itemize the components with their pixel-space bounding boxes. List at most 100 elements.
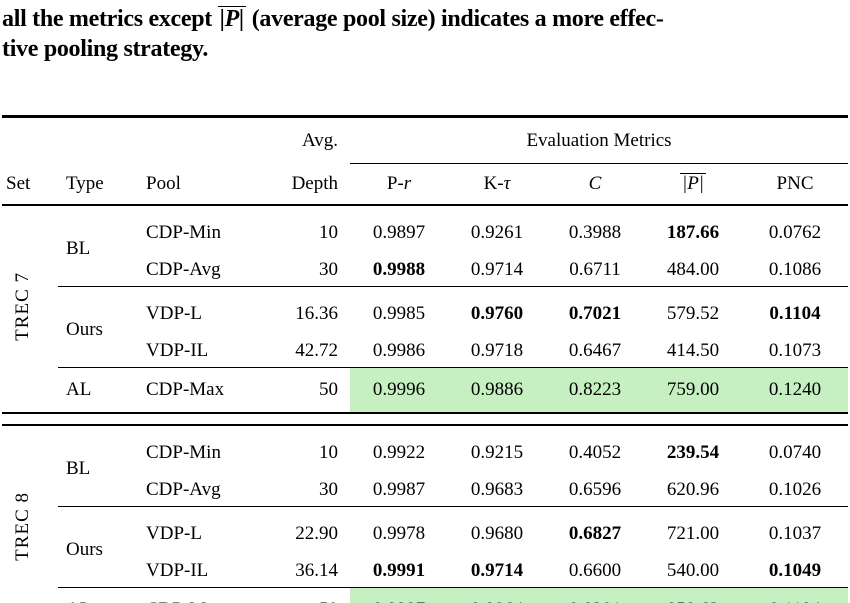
metric-cell: 0.6467 [568, 340, 622, 361]
metric-cell-highlighted: 0.9864 [448, 587, 546, 603]
caption-text-line2: tive pooling strategy. [2, 36, 209, 62]
metric-cell: 0.6711 [569, 259, 621, 280]
type-cell: BL [66, 458, 91, 479]
metric-cell: 0.9897 [372, 222, 426, 243]
table-row: CDP-Avg 30 0.9988 0.9714 0.6711 484.00 0… [2, 254, 848, 287]
pool-size-symbol: |P| [679, 173, 707, 194]
table-row: AL CDP-Max 50 0.9996 0.9886 0.8223 759.0… [2, 367, 849, 413]
table-row: Ours VDP-L 22.90 0.9978 0.9680 0.6827 72… [2, 506, 849, 588]
metric-cell: 0.3988 [568, 222, 622, 243]
metric-cell: 0.9978 [350, 506, 448, 555]
set-label-trec7: TREC 7 [12, 271, 33, 341]
table-row: CDP-Avg 30 0.9987 0.9683 0.6596 620.96 0… [2, 474, 848, 507]
ktau-prefix: K- [483, 173, 504, 194]
metric-cell: 0.1049 [768, 560, 822, 581]
type-cell: Ours [58, 286, 146, 368]
avg-header: Avg. [301, 129, 338, 151]
metric-cell: 0.0762 [768, 222, 822, 243]
metric-cell: 484.00 [666, 259, 720, 280]
block-separator-double-rule [2, 412, 849, 426]
metric-cell-highlighted: 959.62 [644, 587, 742, 603]
depth-column-header: Depth [282, 163, 350, 206]
set-label-trec8: TREC 8 [12, 491, 33, 561]
set-column-header: Set [2, 163, 58, 206]
depth-cell: 30 [319, 479, 338, 500]
metric-cell: 0.9714 [470, 259, 524, 280]
depth-cell: 22.90 [282, 506, 350, 555]
depth-cell: 10 [319, 442, 338, 463]
pr-prefix: P- [386, 173, 404, 194]
metric-cell: 187.66 [666, 222, 720, 243]
metric-cell: 0.9718 [470, 340, 524, 361]
metric-cell: 0.9986 [372, 340, 426, 361]
pnc-column-header: PNC [742, 163, 849, 206]
metric-cell: 0.1086 [768, 259, 822, 280]
metric-cell: 0.1104 [742, 286, 849, 335]
metric-cell: 0.9680 [448, 506, 546, 555]
depth-cell: 10 [319, 222, 338, 243]
metric-cell-highlighted: 0.9996 [350, 367, 448, 413]
metric-cell-highlighted: 0.8201 [546, 587, 644, 603]
pr-symbol: r [403, 173, 412, 194]
metric-cell: 620.96 [666, 479, 720, 500]
pool-cell: VDP-L [146, 506, 282, 555]
table-row: AL CDP-Max 50 0.9997 0.9864 0.8201 959.6… [2, 587, 849, 603]
metric-cell: 0.9683 [470, 479, 524, 500]
set-cell: TREC 7 [2, 205, 58, 413]
metric-cell: 0.1073 [768, 340, 822, 361]
metric-cell-highlighted: 0.9886 [448, 367, 546, 413]
depth-cell: 16.36 [282, 286, 350, 335]
results-table: Avg. Evaluation Metrics Set Type Pool De… [2, 115, 849, 603]
metric-cell: 0.9991 [372, 560, 426, 581]
caption-text-post: (average pool size) indicates a more eff… [246, 6, 664, 32]
table-row: TREC 8 BL CDP-Min 10 0.9922 0.9215 0.405… [2, 425, 848, 560]
type-cell: Ours [58, 506, 146, 588]
metric-cell: 0.9987 [372, 479, 426, 500]
metric-cell-highlighted: 759.00 [644, 367, 742, 413]
metric-cell: 721.00 [644, 506, 742, 555]
depth-cell: 42.72 [295, 340, 338, 361]
metric-cell: 0.9714 [470, 560, 524, 581]
set-cell: TREC 8 [2, 425, 58, 603]
table-row: VDP-IL 42.72 0.9986 0.9718 0.6467 414.50… [2, 335, 848, 368]
type-cell: BL [66, 238, 91, 259]
depth-cell: 36.14 [295, 560, 338, 581]
metric-cell-highlighted: 0.9997 [350, 587, 448, 603]
pool-cell: CDP-Max [146, 587, 282, 603]
c-symbol: C [588, 173, 602, 194]
metric-cell: 0.1037 [742, 506, 849, 555]
depth-cell: 50 [282, 587, 350, 603]
table-row: Ours VDP-L 16.36 0.9985 0.9760 0.7021 57… [2, 286, 849, 368]
c-column-header: C [546, 163, 644, 206]
type-cell: AL [58, 587, 146, 603]
pool-cell: VDP-IL [146, 560, 209, 581]
metric-cell: 239.54 [666, 442, 720, 463]
table-row: TREC 7 BL CDP-Min 10 0.9897 0.9261 0.398… [2, 205, 848, 340]
double-rule [2, 412, 849, 426]
pool-cell: VDP-IL [146, 340, 209, 361]
ktau-symbol: τ [503, 173, 511, 194]
metric-cell: 0.0740 [768, 442, 822, 463]
metric-cell-highlighted: 0.1240 [742, 367, 849, 413]
metric-cell: 0.9985 [350, 286, 448, 335]
metric-cell: 0.1026 [768, 479, 822, 500]
pool-column-header: Pool [146, 163, 282, 206]
ktau-column-header: K-τ [448, 163, 546, 206]
header-spacer [2, 117, 282, 164]
depth-cell: 30 [319, 259, 338, 280]
metric-cell: 540.00 [666, 560, 720, 581]
metric-cell: 0.6600 [568, 560, 622, 581]
pool-cell: CDP-Min [146, 222, 221, 243]
metric-cell: 0.9988 [372, 259, 426, 280]
metric-cell-highlighted: 0.8223 [546, 367, 644, 413]
pool-cell: CDP-Min [146, 442, 221, 463]
pool-cell: CDP-Max [146, 367, 282, 413]
metric-cell: 0.6827 [546, 506, 644, 555]
metric-cell: 0.7021 [546, 286, 644, 335]
eval-metrics-header: Evaluation Metrics [350, 116, 849, 164]
type-column-header: Type [58, 163, 146, 206]
metric-cell: 0.6596 [568, 479, 622, 500]
metric-cell: 0.4052 [568, 442, 622, 463]
table-caption: all the metrics except |P| (average pool… [2, 4, 848, 64]
